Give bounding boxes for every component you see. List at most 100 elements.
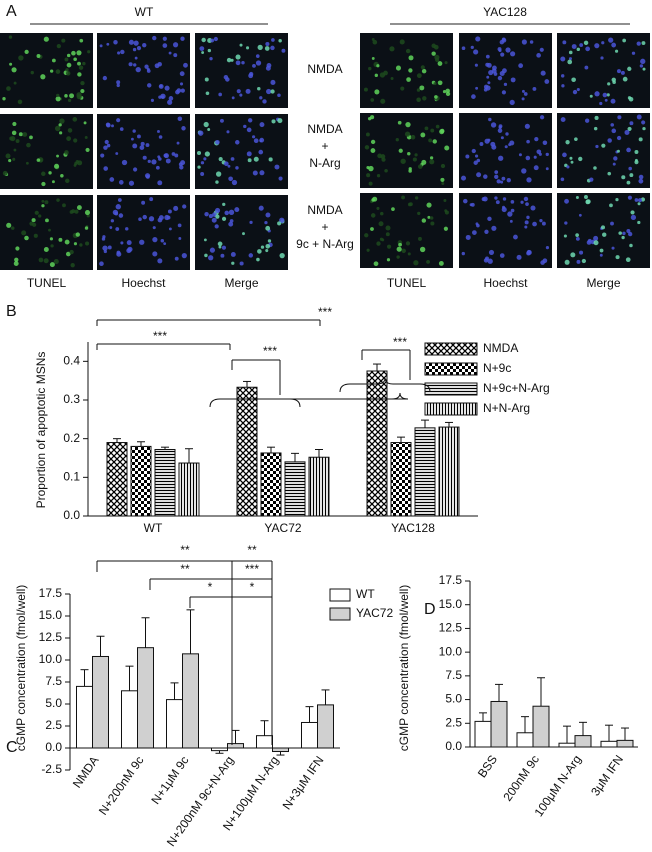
cell xyxy=(77,61,81,66)
cell xyxy=(198,130,204,136)
cell xyxy=(12,157,16,161)
cell xyxy=(509,219,513,223)
cell xyxy=(177,223,182,228)
cell xyxy=(231,261,235,265)
cell xyxy=(499,253,505,258)
cell xyxy=(82,61,86,66)
cell xyxy=(140,141,145,146)
bar xyxy=(390,442,412,517)
cell xyxy=(614,49,619,53)
cell xyxy=(14,257,19,262)
group-label: WT xyxy=(135,5,154,19)
cell xyxy=(231,96,235,100)
cell xyxy=(199,46,205,51)
cell xyxy=(8,35,13,39)
cell xyxy=(430,128,435,133)
cell xyxy=(640,58,646,64)
cell xyxy=(65,178,70,184)
bar xyxy=(301,721,318,749)
cell xyxy=(99,261,104,267)
cell xyxy=(64,57,69,62)
cell xyxy=(2,170,8,176)
cell xyxy=(526,139,530,144)
cell xyxy=(520,200,524,204)
cell xyxy=(73,138,78,143)
cell xyxy=(59,131,63,135)
cell xyxy=(136,46,142,51)
cell xyxy=(45,218,49,223)
cell xyxy=(105,122,111,127)
cell xyxy=(545,152,549,157)
cell xyxy=(133,167,138,172)
cell xyxy=(26,142,31,148)
cell xyxy=(163,153,169,159)
cell xyxy=(38,214,42,218)
cell xyxy=(84,226,89,230)
cell xyxy=(627,126,632,132)
cell xyxy=(134,56,138,60)
cell xyxy=(569,156,573,160)
significance: *** xyxy=(263,344,277,358)
cell xyxy=(221,245,227,250)
cell xyxy=(599,253,603,257)
cell xyxy=(586,240,592,245)
cell xyxy=(5,153,11,159)
bar xyxy=(616,739,634,748)
cell xyxy=(245,88,251,94)
cell xyxy=(133,40,139,46)
cell xyxy=(424,126,429,131)
cell xyxy=(431,51,436,56)
cell xyxy=(594,91,600,97)
cell xyxy=(562,152,567,158)
cell xyxy=(118,213,124,218)
cell xyxy=(236,89,241,94)
cell xyxy=(265,212,271,218)
cell xyxy=(487,138,491,142)
cell xyxy=(48,228,51,232)
cell xyxy=(215,180,219,184)
cell xyxy=(530,205,536,211)
condition-label: + xyxy=(321,139,328,153)
cell xyxy=(79,38,84,43)
cell xyxy=(564,259,570,265)
cell xyxy=(483,84,489,90)
bar xyxy=(211,747,228,752)
cell xyxy=(205,91,210,96)
cell xyxy=(542,140,548,146)
cell xyxy=(265,225,271,231)
cell xyxy=(422,96,427,101)
cell xyxy=(533,165,539,171)
cell xyxy=(516,254,522,260)
cell xyxy=(109,226,113,229)
cell xyxy=(398,148,403,153)
cell xyxy=(132,129,136,133)
cell xyxy=(526,249,531,255)
cell xyxy=(49,237,53,241)
cell xyxy=(370,98,375,102)
cell xyxy=(278,176,283,181)
cell xyxy=(203,238,207,242)
cell xyxy=(419,85,425,91)
cell xyxy=(51,180,55,184)
legend-swatch xyxy=(424,362,478,376)
cell xyxy=(414,196,419,200)
cell xyxy=(139,145,145,150)
cell xyxy=(235,166,239,170)
significance: ** xyxy=(180,543,190,557)
y-tick-label: 17.5 xyxy=(39,586,63,600)
cell xyxy=(29,221,34,226)
cell xyxy=(636,41,641,46)
cell xyxy=(214,224,219,229)
micrograph xyxy=(557,193,650,268)
legend-label: N+N-Arg xyxy=(483,401,530,415)
cell xyxy=(610,98,616,104)
cell xyxy=(465,154,470,159)
cell xyxy=(30,70,34,75)
cell xyxy=(64,150,69,155)
cell xyxy=(252,63,256,68)
cell xyxy=(55,96,61,102)
cell xyxy=(615,255,620,260)
y-tick-label: 15.0 xyxy=(439,597,463,611)
cell xyxy=(255,60,262,66)
cell xyxy=(607,171,612,176)
